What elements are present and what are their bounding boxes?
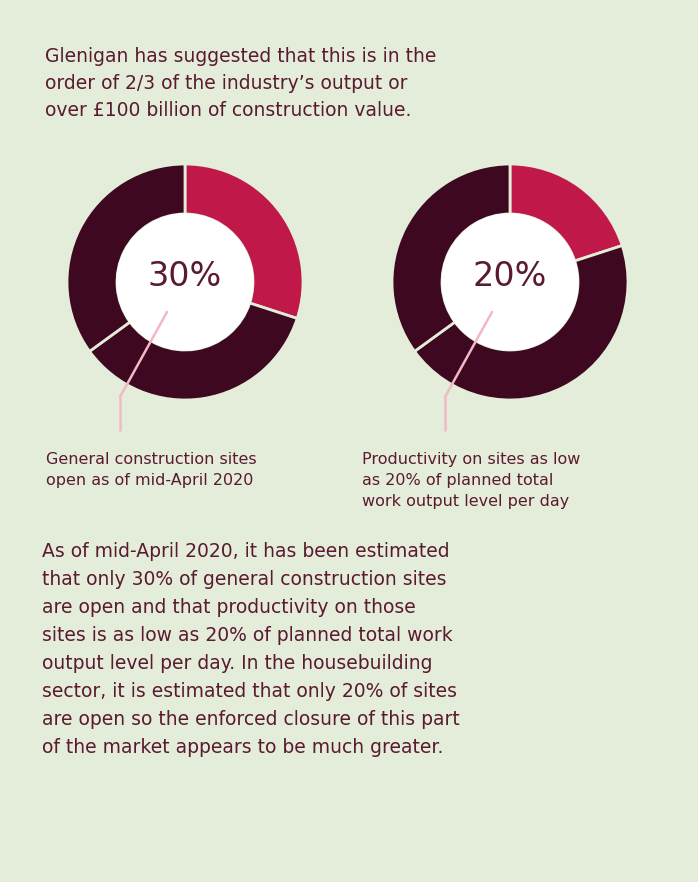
Wedge shape <box>185 164 303 318</box>
Text: 20%: 20% <box>473 260 547 294</box>
Text: Glenigan has suggested that this is in the
order of 2/3 of the industry’s output: Glenigan has suggested that this is in t… <box>45 47 436 121</box>
Circle shape <box>117 214 253 350</box>
Circle shape <box>442 214 578 350</box>
Wedge shape <box>392 164 510 351</box>
Text: 30%: 30% <box>148 260 222 294</box>
FancyBboxPatch shape <box>10 14 678 872</box>
Text: Productivity on sites as low
as 20% of planned total
work output level per day: Productivity on sites as low as 20% of p… <box>362 452 580 509</box>
Wedge shape <box>89 303 297 400</box>
Text: General construction sites
open as of mid-April 2020: General construction sites open as of mi… <box>46 452 257 488</box>
Wedge shape <box>510 164 622 261</box>
Wedge shape <box>415 245 628 400</box>
Text: As of mid-April 2020, it has been estimated
that only 30% of general constructio: As of mid-April 2020, it has been estima… <box>42 542 460 757</box>
Wedge shape <box>67 164 185 351</box>
